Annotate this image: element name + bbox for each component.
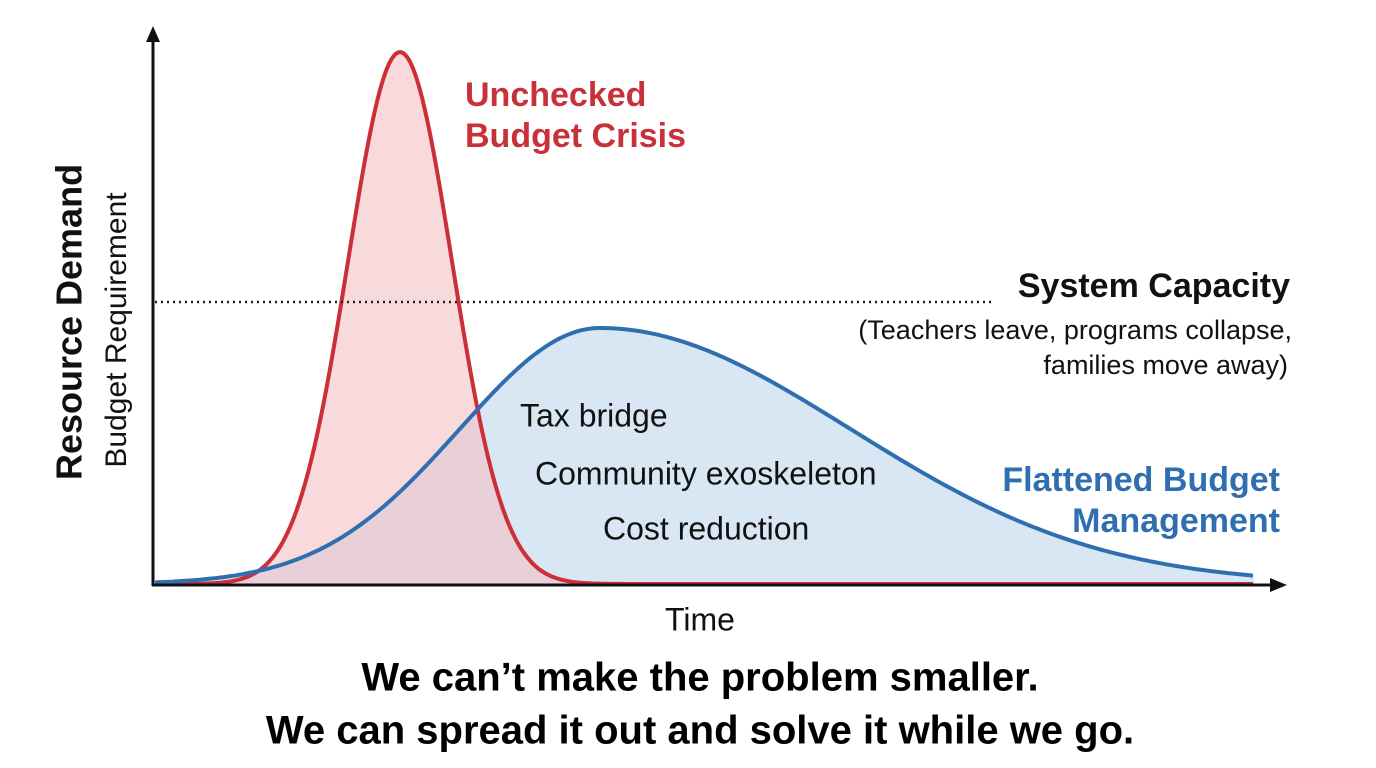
flattened-label: Management	[1072, 502, 1280, 540]
capacity-title: System Capacity	[1018, 267, 1290, 305]
x-axis-title: Time	[665, 601, 735, 637]
crisis-label: Budget Crisis	[465, 117, 686, 155]
y-axis-subtitle: Budget Requirement	[100, 192, 133, 468]
capacity-note: families move away)	[1043, 350, 1288, 380]
y-axis-arrow	[146, 26, 160, 42]
caption: We can’t make the problem smaller.	[361, 656, 1038, 700]
capacity-note: (Teachers leave, programs collapse,	[858, 315, 1292, 345]
strategy: Cost reduction	[603, 510, 809, 546]
y-axis-title: Resource Demand	[49, 164, 90, 480]
crisis-label: Unchecked	[465, 76, 646, 114]
strategy: Community exoskeleton	[535, 455, 876, 491]
x-axis-arrow	[1270, 578, 1287, 592]
crisis-area	[155, 52, 1255, 585]
flattened-curve	[154, 326, 1254, 585]
flattened-label: Flattened Budget	[1002, 461, 1280, 499]
caption: We can spread it out and solve it while …	[266, 709, 1134, 753]
strategy: Tax bridge	[520, 397, 668, 433]
